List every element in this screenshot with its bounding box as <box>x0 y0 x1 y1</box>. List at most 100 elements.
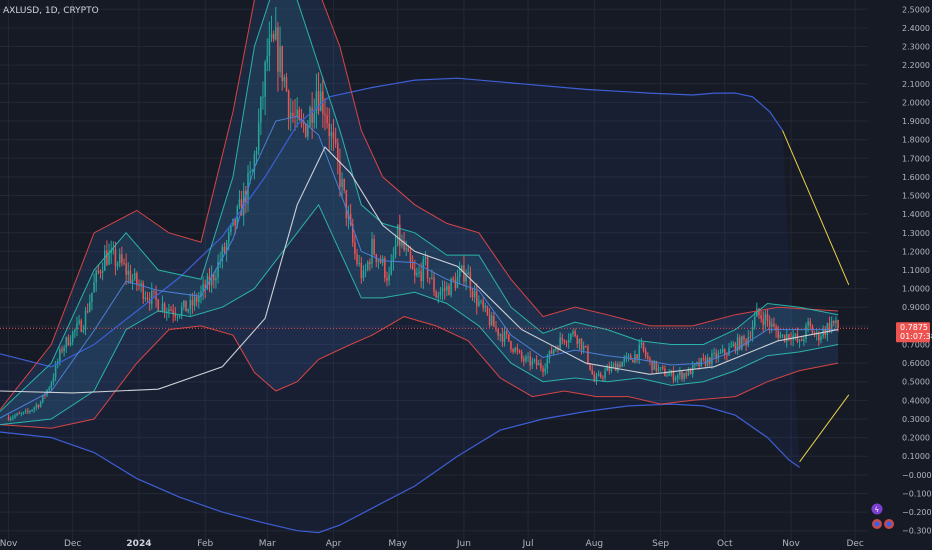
lightning-icon[interactable] <box>871 503 883 515</box>
candle <box>794 332 797 341</box>
candle <box>289 98 292 132</box>
candle <box>465 269 467 291</box>
candle <box>501 327 504 347</box>
candle <box>123 258 125 266</box>
candle <box>157 298 159 313</box>
candle <box>796 327 799 344</box>
candle <box>76 316 78 337</box>
wide-band-lower <box>0 403 800 534</box>
candle <box>131 273 134 291</box>
candle <box>142 280 145 304</box>
y-tick-label: 0.1000 <box>902 452 930 461</box>
candle <box>659 367 662 372</box>
candle <box>180 302 183 320</box>
candle <box>734 341 737 354</box>
candle <box>31 409 33 412</box>
candle <box>18 411 21 415</box>
candle <box>788 333 790 342</box>
candle <box>187 308 189 314</box>
candle <box>275 6 277 41</box>
candle <box>565 340 568 348</box>
x-tick-label: Jun <box>456 539 471 549</box>
candle <box>510 340 512 353</box>
y-tick-label: 2.5000 <box>902 5 930 14</box>
candle <box>580 337 583 355</box>
candle <box>230 223 232 236</box>
candle <box>657 364 660 373</box>
inner-band-upper <box>0 0 839 412</box>
candle <box>595 372 598 386</box>
candle <box>572 329 574 338</box>
candle <box>768 315 771 334</box>
y-tick-label: 0.9000 <box>902 303 930 312</box>
candle <box>67 334 70 347</box>
candle <box>471 287 474 301</box>
candle <box>458 261 461 285</box>
candle <box>281 45 283 91</box>
candle <box>779 331 782 339</box>
y-tick-label: 1.5000 <box>902 192 930 201</box>
candle <box>446 282 448 297</box>
candle <box>86 303 89 314</box>
candle <box>443 280 446 300</box>
candle <box>685 371 688 379</box>
x-tick-label: Sep <box>652 539 669 549</box>
time-axis[interactable]: Nov Dec 2024 Feb Mar Apr May Jun Jul Aug Sep Oct Nov… <box>0 539 864 549</box>
candle <box>315 73 318 129</box>
candle <box>319 83 322 112</box>
candle <box>732 340 735 348</box>
alert-badges[interactable]: ϟ <box>871 503 895 530</box>
candle <box>136 271 138 292</box>
candle <box>80 318 83 333</box>
candle <box>749 330 752 341</box>
candle <box>587 344 589 366</box>
candle <box>741 335 743 351</box>
candle <box>22 411 25 415</box>
price-axis[interactable]: 2.5000 2.4000 2.3000 2.2000 2.1000 2.0000 1.90… <box>902 5 932 535</box>
candle <box>309 105 311 128</box>
candle <box>178 314 181 319</box>
candle <box>721 344 724 354</box>
candle <box>803 335 805 347</box>
candle <box>185 300 187 312</box>
candle <box>777 325 779 341</box>
y-tick-label: −0.3000 <box>902 527 932 536</box>
y-tick-label: 1.3000 <box>902 229 930 238</box>
candle <box>189 293 192 316</box>
candle <box>354 234 356 260</box>
candle <box>9 416 12 422</box>
candle <box>285 72 288 93</box>
candle <box>146 291 149 303</box>
projection-lower <box>799 394 850 463</box>
candle <box>486 305 489 316</box>
candle <box>535 355 538 370</box>
candle <box>27 407 29 415</box>
candle <box>334 127 337 148</box>
candle <box>674 375 677 382</box>
candle <box>409 246 412 269</box>
candle <box>118 248 121 268</box>
candle <box>324 97 326 131</box>
candle <box>20 411 23 417</box>
candle <box>463 255 465 287</box>
candle <box>326 107 328 129</box>
wide-band-fill <box>0 78 800 533</box>
x-tick-label: Mar <box>259 539 276 549</box>
candle <box>555 345 557 352</box>
candle <box>140 279 142 293</box>
candle <box>101 262 104 281</box>
candle <box>317 72 320 115</box>
y-tick-label: 0.4000 <box>902 396 930 405</box>
candle <box>125 253 127 285</box>
candle <box>69 335 72 347</box>
candle <box>736 333 739 355</box>
y-tick-label: 2.2000 <box>902 61 930 70</box>
candle <box>805 322 807 343</box>
candle <box>127 262 130 285</box>
candle <box>386 271 388 287</box>
y-tick-label: 0.6000 <box>902 359 930 368</box>
candle <box>762 311 765 333</box>
candle <box>523 355 525 367</box>
